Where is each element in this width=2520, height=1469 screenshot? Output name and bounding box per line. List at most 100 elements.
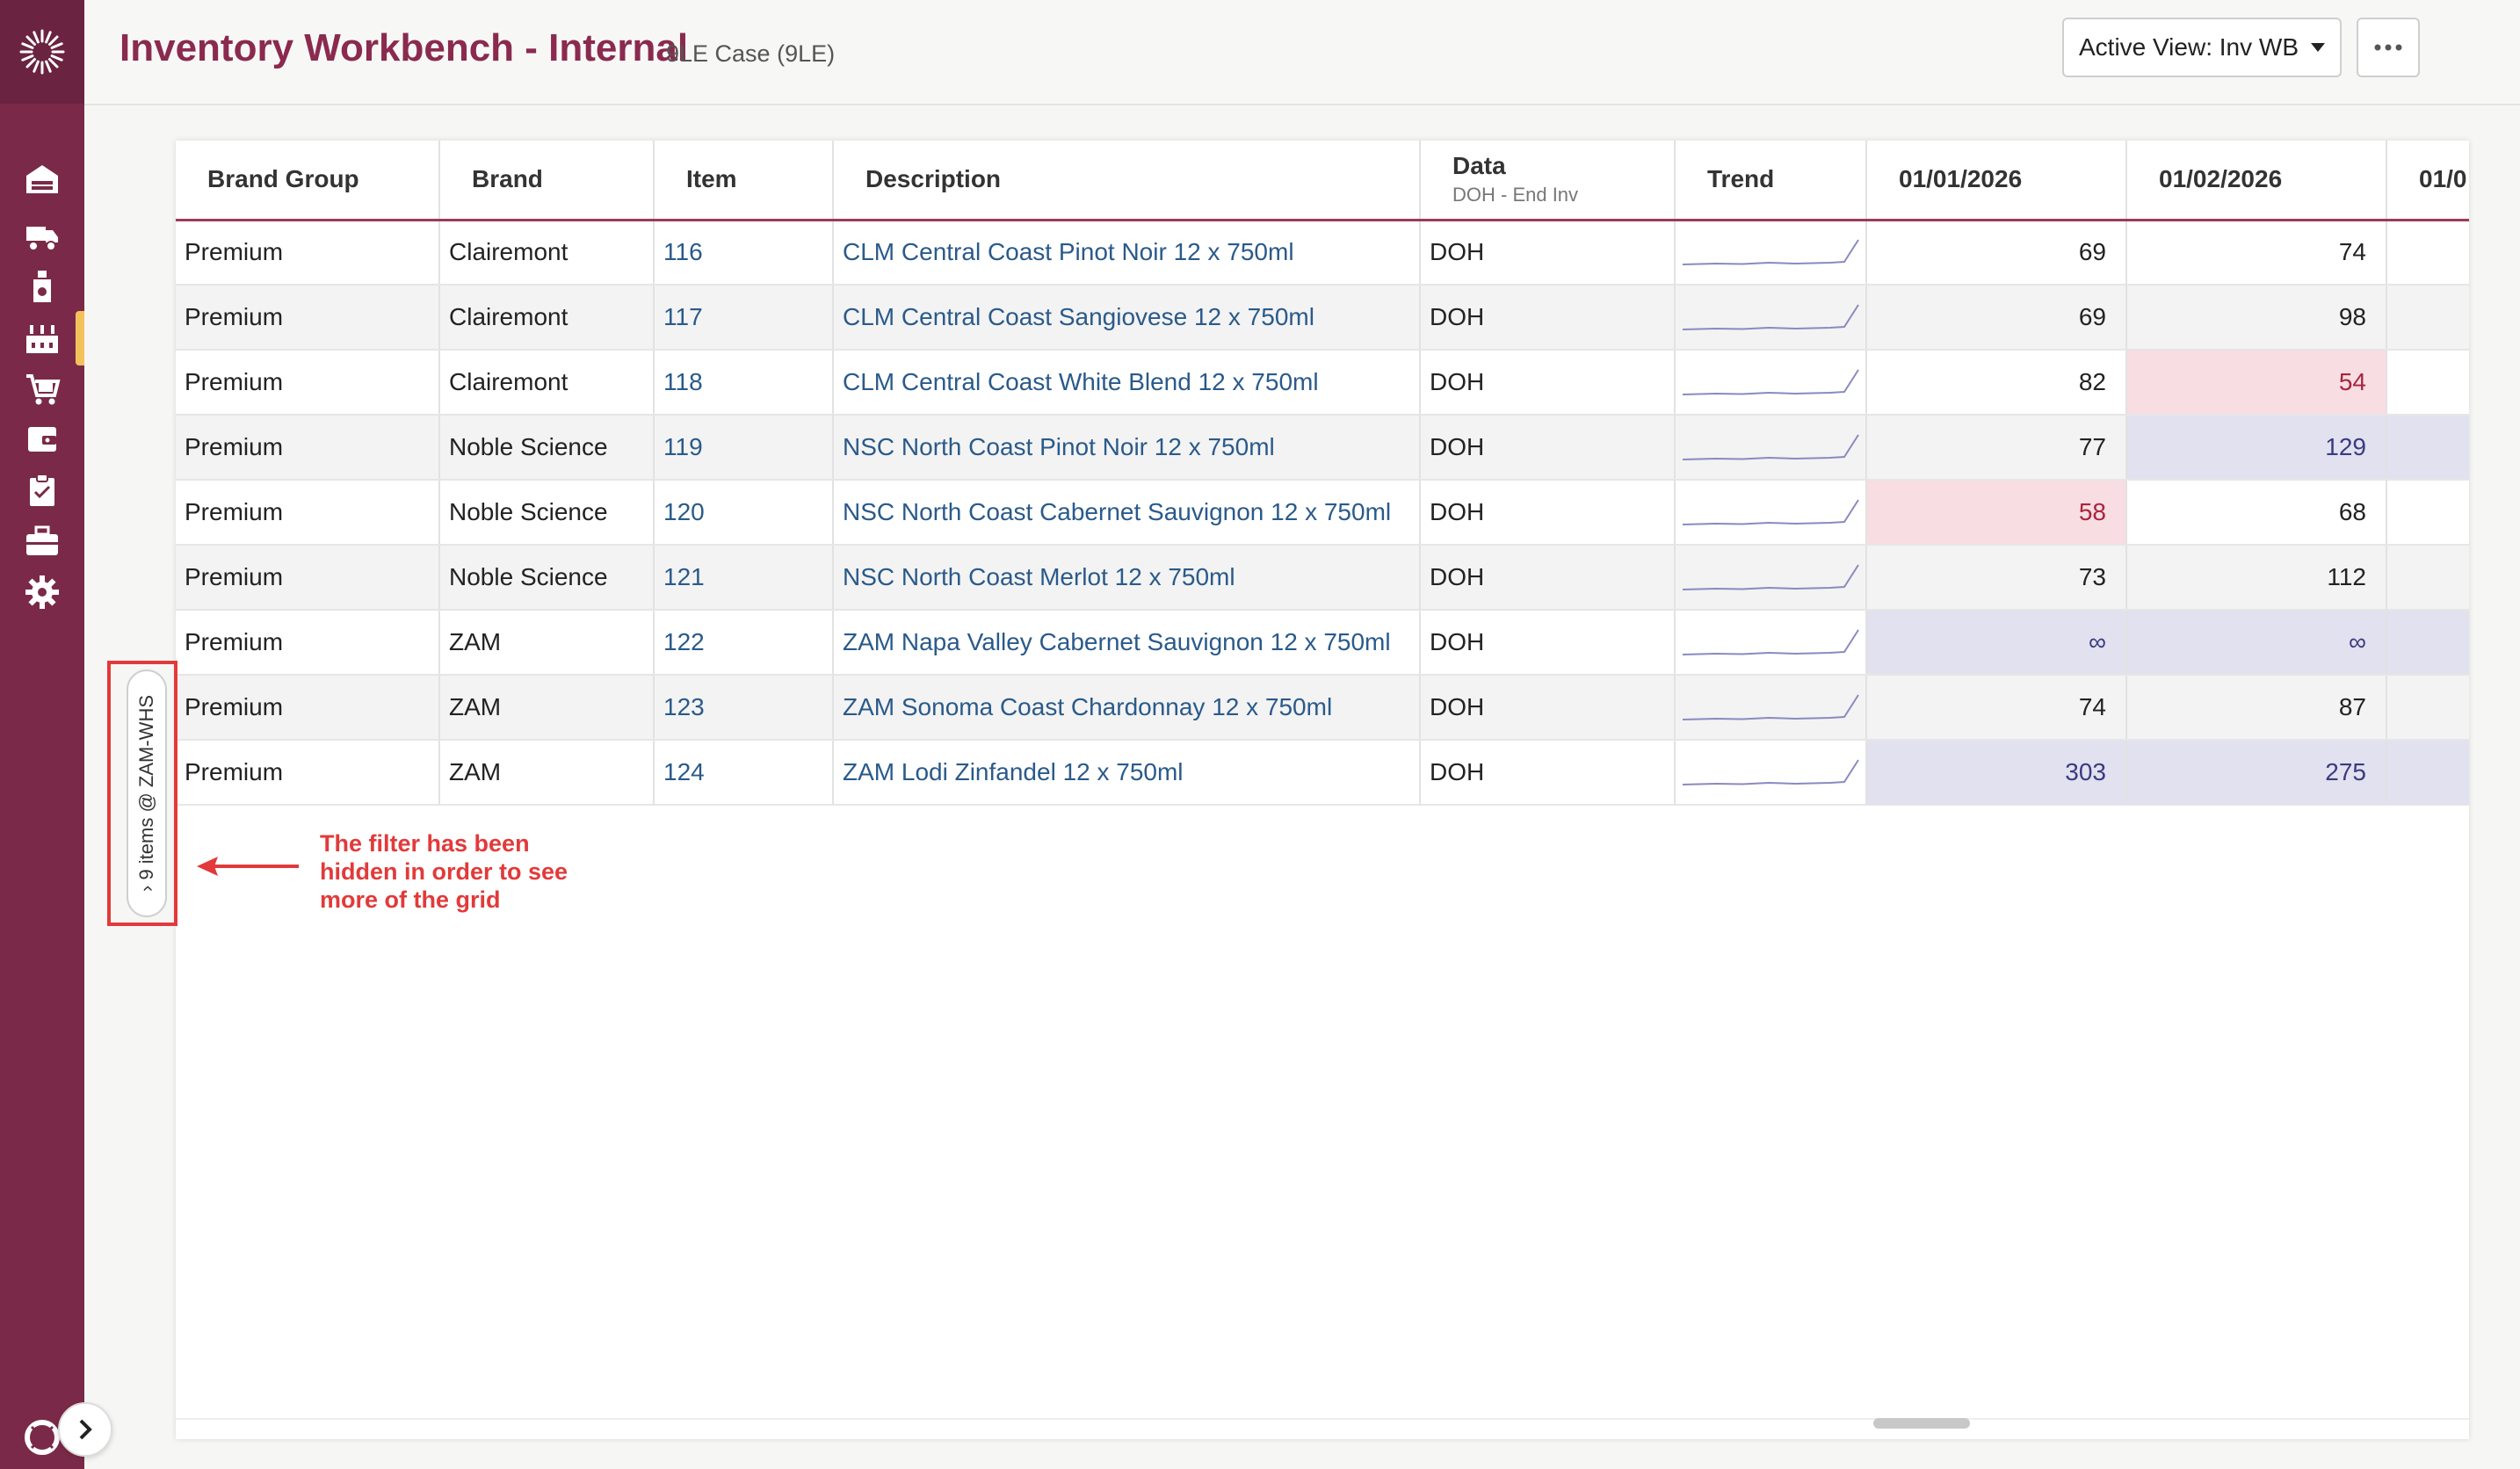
- cell-description[interactable]: NSC North Coast Merlot 12 x 750ml: [833, 545, 1421, 611]
- cell-date-1-value[interactable]: 69: [1866, 285, 2127, 351]
- cell-date-3-value[interactable]: [2386, 740, 2469, 806]
- cell-data: DOH: [1420, 545, 1676, 611]
- more-options-button[interactable]: [2357, 18, 2420, 77]
- cell-date-2-value[interactable]: 112: [2126, 545, 2387, 611]
- cell-date-3-value[interactable]: [2386, 480, 2469, 546]
- cell-data: DOH: [1420, 610, 1676, 676]
- cell-date-2-value[interactable]: 54: [2126, 350, 2387, 416]
- warehouse-icon[interactable]: [21, 158, 63, 200]
- lifebuoy-icon[interactable]: [23, 1418, 62, 1457]
- cell-brand: Clairemont: [439, 285, 655, 351]
- sunburst-logo-icon[interactable]: [0, 0, 84, 104]
- cell-trend: [1675, 350, 1867, 416]
- column-header-brand-group[interactable]: Brand Group: [176, 141, 440, 221]
- cell-item[interactable]: 120: [654, 480, 834, 546]
- cell-brand-group: Premium: [176, 480, 440, 546]
- horizontal-scrollbar-thumb[interactable]: [1873, 1418, 1970, 1429]
- annotation-arrow-icon: [197, 857, 299, 876]
- cell-description[interactable]: ZAM Napa Valley Cabernet Sauvignon 12 x …: [833, 610, 1421, 676]
- cell-description[interactable]: ZAM Lodi Zinfandel 12 x 750ml: [833, 740, 1421, 806]
- truck-icon[interactable]: [21, 214, 63, 257]
- column-header-data[interactable]: Data DOH - End Inv: [1420, 141, 1676, 221]
- column-header-item[interactable]: Item: [654, 141, 834, 221]
- cell-date-3-value[interactable]: [2386, 285, 2469, 351]
- cell-date-2-value[interactable]: 98: [2126, 285, 2387, 351]
- cell-date-1-value[interactable]: 74: [1866, 675, 2127, 741]
- toolbox-icon[interactable]: [21, 520, 63, 562]
- cell-date-3-value[interactable]: [2386, 545, 2469, 611]
- active-view-dropdown[interactable]: Active View: Inv WB: [2062, 18, 2342, 77]
- cell-date-1-value[interactable]: ∞: [1866, 610, 2127, 676]
- cell-date-1-value[interactable]: 82: [1866, 350, 2127, 416]
- factory-icon[interactable]: [21, 318, 63, 360]
- cell-date-2-value[interactable]: ∞: [2126, 610, 2387, 676]
- cell-date-3-value[interactable]: [2386, 220, 2469, 286]
- cell-description[interactable]: CLM Central Coast Pinot Noir 12 x 750ml: [833, 220, 1421, 286]
- cell-trend: [1675, 220, 1867, 286]
- cell-trend: [1675, 480, 1867, 546]
- horizontal-scrollbar[interactable]: [176, 1418, 2469, 1430]
- cell-date-3-value[interactable]: [2386, 350, 2469, 416]
- cell-item[interactable]: 122: [654, 610, 834, 676]
- trend-sparkline-icon: [1682, 564, 1859, 590]
- cart-icon[interactable]: [21, 367, 63, 409]
- cell-item[interactable]: 123: [654, 675, 834, 741]
- table-row: Premium ZAM 122 ZAM Napa Valley Cabernet Sa…: [176, 610, 2469, 676]
- trend-sparkline-icon: [1682, 759, 1859, 785]
- expand-sidebar-button[interactable]: [58, 1402, 112, 1457]
- column-header-trend[interactable]: Trend: [1675, 141, 1867, 221]
- assistant-button[interactable]: [2516, 21, 2520, 74]
- wallet-icon[interactable]: [21, 418, 63, 460]
- inventory-table: Brand Group Brand Item Description Data D…: [176, 141, 2469, 806]
- collapsed-filter-tab[interactable]: › 9 items @ ZAM-WHS: [127, 669, 167, 917]
- cell-date-1-value[interactable]: 58: [1866, 480, 2127, 546]
- cell-date-2-value[interactable]: 74: [2126, 220, 2387, 286]
- cell-item[interactable]: 119: [654, 415, 834, 481]
- cell-data: DOH: [1420, 415, 1676, 481]
- trend-sparkline-icon: [1682, 434, 1859, 460]
- cell-date-2-value[interactable]: 68: [2126, 480, 2387, 546]
- cell-item[interactable]: 116: [654, 220, 834, 286]
- cell-brand: ZAM: [439, 740, 655, 806]
- cell-description[interactable]: NSC North Coast Pinot Noir 12 x 750ml: [833, 415, 1421, 481]
- header: Inventory Workbench - Internal 9LE Case …: [84, 0, 2520, 105]
- cell-brand: Noble Science: [439, 545, 655, 611]
- clipboard-icon[interactable]: [21, 469, 63, 511]
- column-header-date-2[interactable]: 01/02/2026: [2126, 141, 2387, 221]
- cell-date-2-value[interactable]: 275: [2126, 740, 2387, 806]
- cell-trend: [1675, 740, 1867, 806]
- cell-item[interactable]: 124: [654, 740, 834, 806]
- cell-date-2-value[interactable]: 129: [2126, 415, 2387, 481]
- cell-date-3-value[interactable]: [2386, 415, 2469, 481]
- column-header-date-3[interactable]: 01/0: [2386, 141, 2469, 221]
- cell-date-1-value[interactable]: 303: [1866, 740, 2127, 806]
- gear-icon[interactable]: [21, 571, 63, 613]
- cell-date-3-value[interactable]: [2386, 610, 2469, 676]
- table-row: Premium Noble Science 119 NSC North Coast P…: [176, 415, 2469, 481]
- table-row: Premium Noble Science 121 NSC North Coast M…: [176, 545, 2469, 611]
- column-header-date-1[interactable]: 01/01/2026: [1866, 141, 2127, 221]
- chevron-right-icon: [79, 1419, 92, 1440]
- cell-description[interactable]: CLM Central Coast White Blend 12 x 750ml: [833, 350, 1421, 416]
- column-header-data-sublabel: DOH - End Inv: [1452, 184, 1579, 206]
- cell-item[interactable]: 121: [654, 545, 834, 611]
- cell-date-1-value[interactable]: 69: [1866, 220, 2127, 286]
- cell-description[interactable]: CLM Central Coast Sangiovese 12 x 750ml: [833, 285, 1421, 351]
- cell-date-1-value[interactable]: 77: [1866, 415, 2127, 481]
- cell-data: DOH: [1420, 740, 1676, 806]
- cell-date-2-value[interactable]: 87: [2126, 675, 2387, 741]
- sidebar: [0, 0, 84, 1469]
- cell-date-1-value[interactable]: 73: [1866, 545, 2127, 611]
- cell-item[interactable]: 117: [654, 285, 834, 351]
- cell-item[interactable]: 118: [654, 350, 834, 416]
- cell-description[interactable]: NSC North Coast Cabernet Sauvignon 12 x …: [833, 480, 1421, 546]
- active-view-label: Active View: Inv WB: [2078, 33, 2299, 61]
- trend-sparkline-icon: [1682, 304, 1859, 330]
- cell-brand-group: Premium: [176, 740, 440, 806]
- column-header-description[interactable]: Description: [833, 141, 1421, 221]
- column-header-brand[interactable]: Brand: [439, 141, 655, 221]
- cell-data: DOH: [1420, 220, 1676, 286]
- cell-date-3-value[interactable]: [2386, 675, 2469, 741]
- cell-description[interactable]: ZAM Sonoma Coast Chardonnay 12 x 750ml: [833, 675, 1421, 741]
- bottle-icon[interactable]: [21, 265, 63, 308]
